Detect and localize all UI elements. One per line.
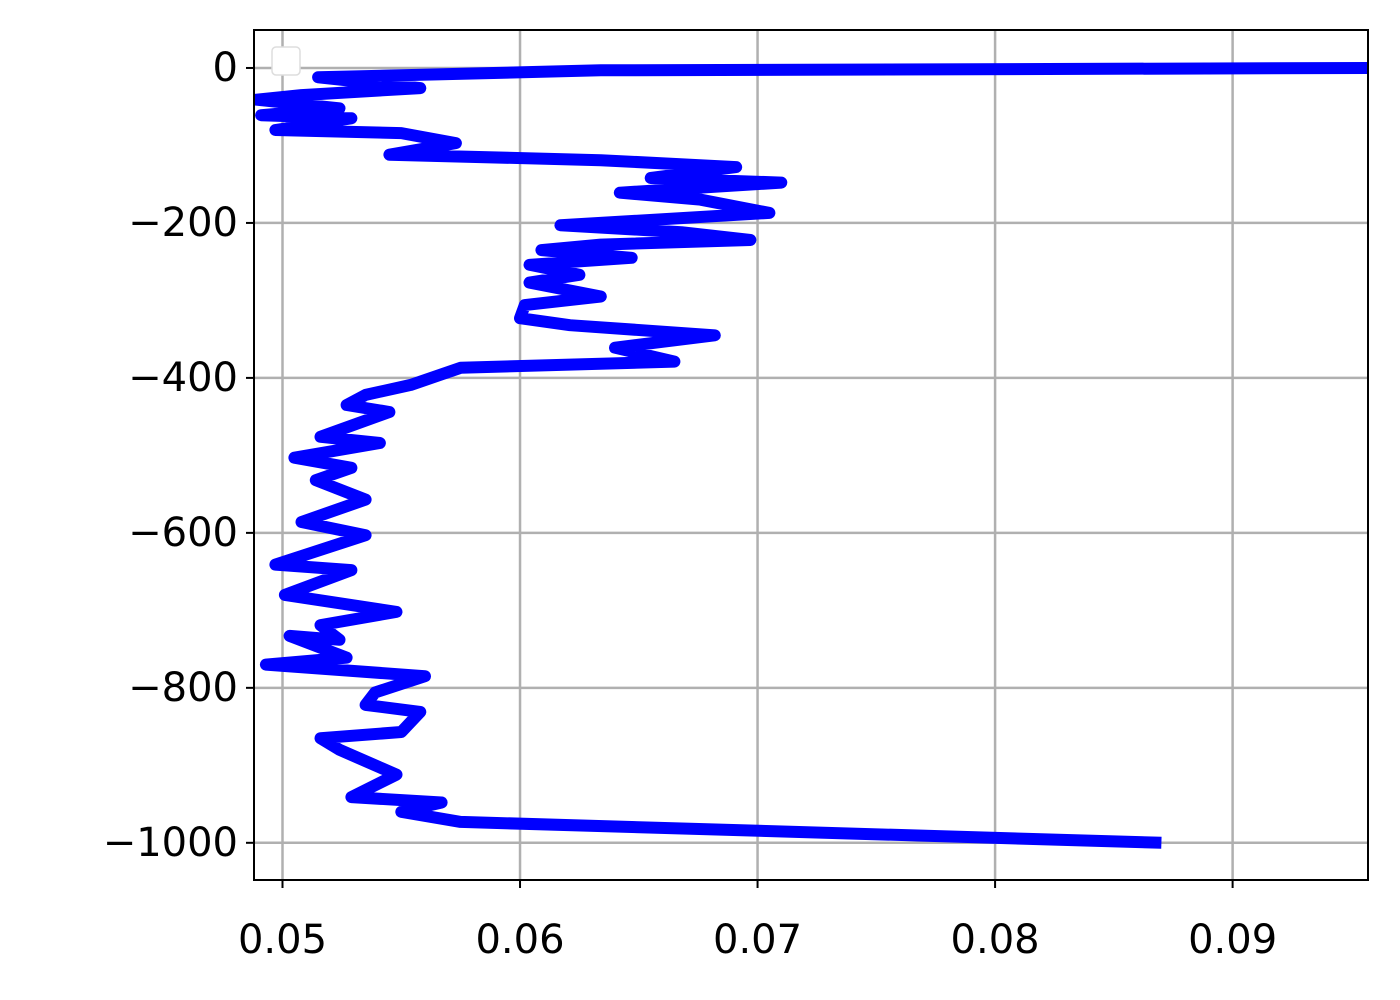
- x-tick-label: 0.09: [1188, 917, 1277, 963]
- y-tick-label: −1000: [103, 820, 238, 866]
- x-tick-label: 0.07: [713, 917, 802, 963]
- y-tick-label: −200: [128, 200, 238, 246]
- y-tick-label: −400: [128, 355, 238, 401]
- plot-frame: [253, 29, 1369, 881]
- legend-box: [271, 46, 301, 76]
- y-tick-label: −800: [128, 665, 238, 711]
- x-tick-label: 0.05: [238, 917, 327, 963]
- x-tick-label: 0.06: [475, 917, 564, 963]
- y-tick-label: 0: [213, 45, 238, 91]
- x-tick-label: 0.08: [951, 917, 1040, 963]
- y-tick-label: −600: [128, 510, 238, 556]
- data-line: [254, 62, 1368, 849]
